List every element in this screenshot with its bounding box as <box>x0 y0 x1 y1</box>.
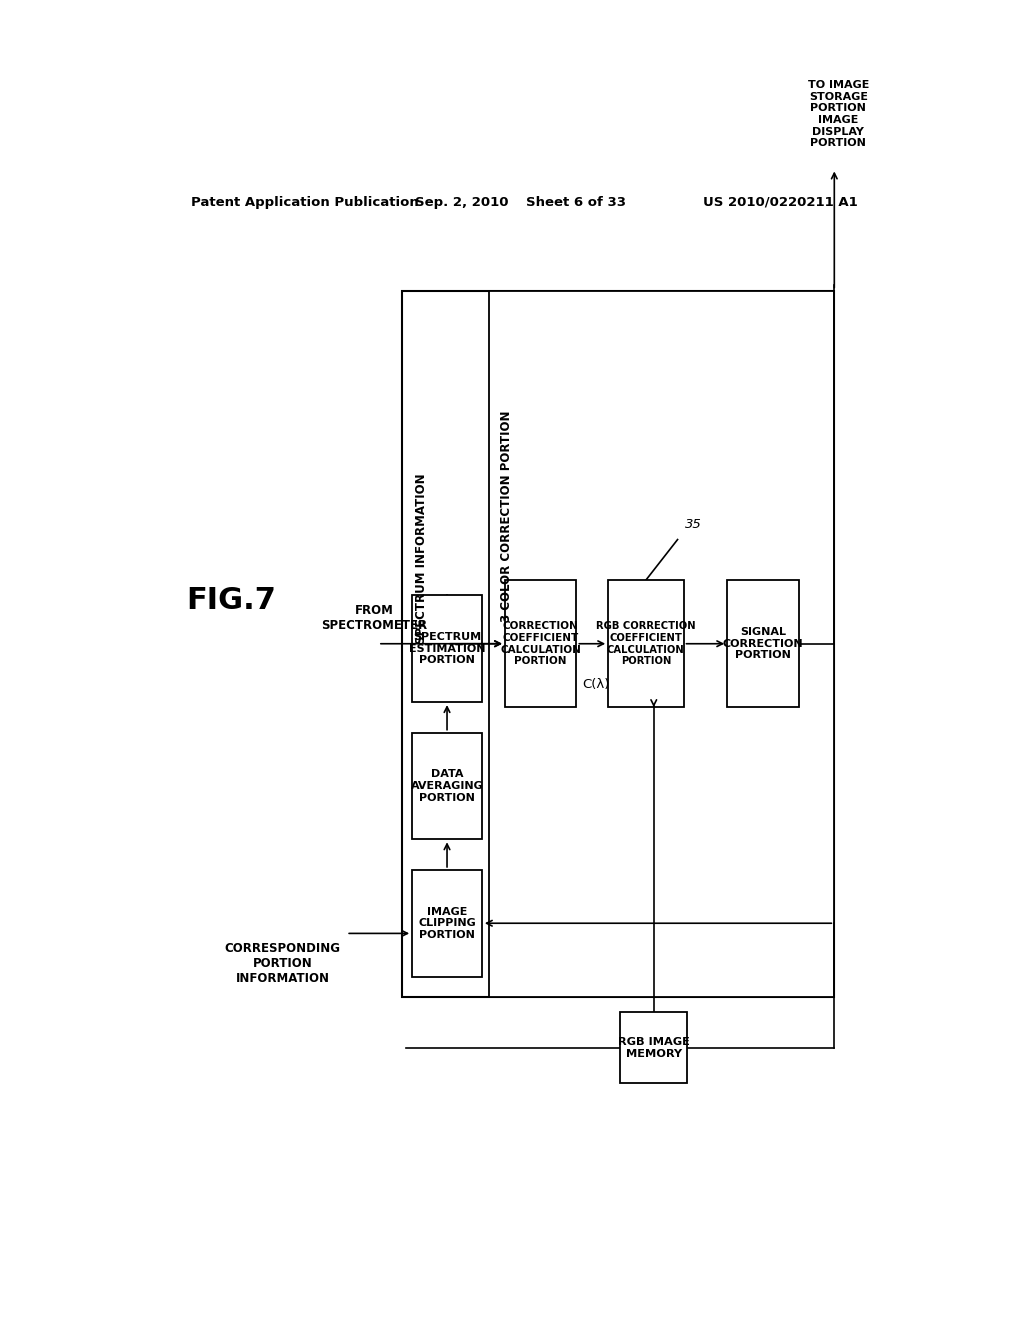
Text: DATA
AVERAGING
PORTION: DATA AVERAGING PORTION <box>411 770 483 803</box>
Text: 35: 35 <box>685 517 701 531</box>
Bar <box>620 1012 687 1084</box>
Text: SPECTRUM INFORMATION: SPECTRUM INFORMATION <box>415 474 428 644</box>
Text: IMAGE
CLIPPING
PORTION: IMAGE CLIPPING PORTION <box>418 907 476 940</box>
Bar <box>608 581 683 708</box>
Text: FIG.7: FIG.7 <box>186 586 276 615</box>
Text: C(λ): C(λ) <box>583 678 610 690</box>
Text: RGB IMAGE
MEMORY: RGB IMAGE MEMORY <box>617 1038 690 1059</box>
Text: CORRECTION
COEFFICIENT
CALCULATION
PORTION: CORRECTION COEFFICIENT CALCULATION PORTI… <box>501 622 581 667</box>
Text: Patent Application Publication: Patent Application Publication <box>191 195 419 209</box>
Text: US 2010/0220211 A1: US 2010/0220211 A1 <box>703 195 858 209</box>
Text: SPECTRUM
ESTIMATION
PORTION: SPECTRUM ESTIMATION PORTION <box>409 632 485 665</box>
Text: Sheet 6 of 33: Sheet 6 of 33 <box>526 195 627 209</box>
Bar <box>412 870 482 977</box>
Bar <box>412 595 482 702</box>
Text: TO IMAGE
STORAGE
PORTION
IMAGE
DISPLAY
PORTION: TO IMAGE STORAGE PORTION IMAGE DISPLAY P… <box>808 81 869 148</box>
Text: FROM
SPECTROMETER: FROM SPECTROMETER <box>321 605 427 632</box>
Text: Sep. 2, 2010: Sep. 2, 2010 <box>415 195 508 209</box>
Bar <box>505 581 577 708</box>
Bar <box>401 290 835 997</box>
Text: CORRESPONDING
PORTION
INFORMATION: CORRESPONDING PORTION INFORMATION <box>224 942 341 986</box>
Bar <box>727 581 799 708</box>
Bar <box>412 733 482 840</box>
Bar <box>489 290 835 997</box>
Text: RGB CORRECTION
COEFFICIENT
CALCULATION
PORTION: RGB CORRECTION COEFFICIENT CALCULATION P… <box>596 622 695 667</box>
Text: SIGNAL
CORRECTION
PORTION: SIGNAL CORRECTION PORTION <box>723 627 803 660</box>
Text: 3 COLOR CORRECTION PORTION: 3 COLOR CORRECTION PORTION <box>500 411 513 622</box>
